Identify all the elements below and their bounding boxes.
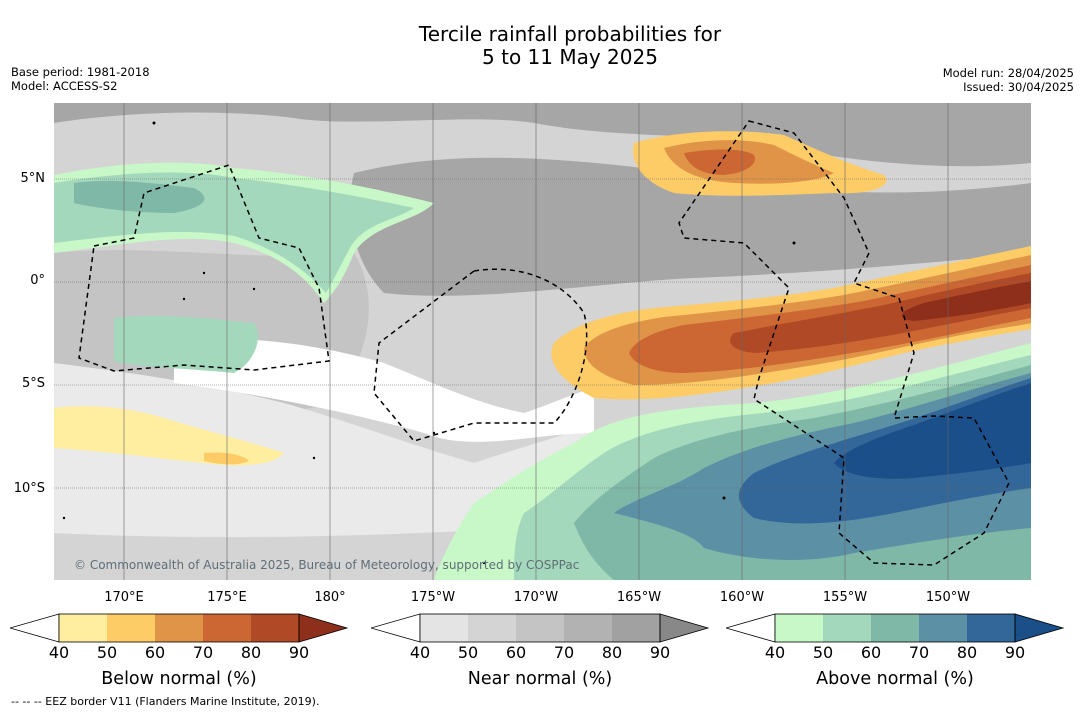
base-period-text: Base period: 1981-2018 [11,65,150,79]
colorbar3-tick-70: 70 [908,643,930,662]
lon-label-180: 180° [314,590,346,605]
colorbar-above-normal [726,613,1065,643]
model-run-text: Model run: 28/04/2025 [942,66,1074,80]
map-canvas [54,103,1031,580]
eez-border-note: -- -- -- EEZ border V11 (Flanders Marine… [11,695,320,708]
colorbar3-tick-50: 50 [812,643,834,662]
lat-label-5n: 5°N [20,171,46,186]
colorbar2-tick-80: 80 [601,643,623,662]
colorbar-below-normal-label: Below normal (%) [101,669,257,689]
map-title-line2: 5 to 11 May 2025 [482,45,658,69]
meta-right: Model run: 28/04/2025 Issued: 30/04/2025 [943,66,1074,94]
lat-label-10s: 10°S [13,481,45,496]
colorbar2-tick-60: 60 [505,643,527,662]
colorbar2-tick-50: 50 [457,643,479,662]
lat-label-5s: 5°S [21,376,45,391]
lon-label-170w: 170°W [513,590,559,605]
colorbar1-tick-90: 90 [288,643,310,662]
copyright-text: © Commonwealth of Australia 2025, Bureau… [74,558,580,572]
colorbar2-tick-40: 40 [409,643,431,662]
lon-label-155w: 155°W [822,590,868,605]
colorbar1-tick-50: 50 [96,643,118,662]
colorbar3-tick-90: 90 [1004,643,1026,662]
lon-label-170e: 170°E [104,590,144,605]
colorbar2-tick-70: 70 [553,643,575,662]
lat-label-0: 0° [30,273,45,288]
lon-label-150w: 150°W [925,590,971,605]
colorbar-near-normal [371,613,710,643]
colorbar1-tick-80: 80 [240,643,262,662]
model-text: Model: ACCESS-S2 [11,79,118,93]
meta-left: Base period: 1981-2018 Model: ACCESS-S2 [11,65,150,93]
colorbar-near-normal-label: Near normal (%) [467,669,613,689]
colorbar1-tick-40: 40 [48,643,70,662]
lon-label-175w: 175°W [410,590,456,605]
lon-label-175e: 175°E [207,590,247,605]
colorbar2-tick-90: 90 [649,643,671,662]
colorbar1-tick-70: 70 [192,643,214,662]
issued-text: Issued: 30/04/2025 [963,80,1074,94]
colorbar3-tick-40: 40 [764,643,786,662]
lon-label-160w: 160°W [719,590,765,605]
map-title-line1: Tercile rainfall probabilities for [418,22,722,46]
colorbar3-tick-60: 60 [860,643,882,662]
probability-map: © Commonwealth of Australia 2025, Bureau… [54,103,1031,580]
colorbar-below-normal [10,613,349,643]
colorbar1-tick-60: 60 [144,643,166,662]
colorbar3-tick-80: 80 [956,643,978,662]
colorbar-above-normal-label: Above normal (%) [816,669,974,689]
lon-label-165w: 165°W [616,590,662,605]
